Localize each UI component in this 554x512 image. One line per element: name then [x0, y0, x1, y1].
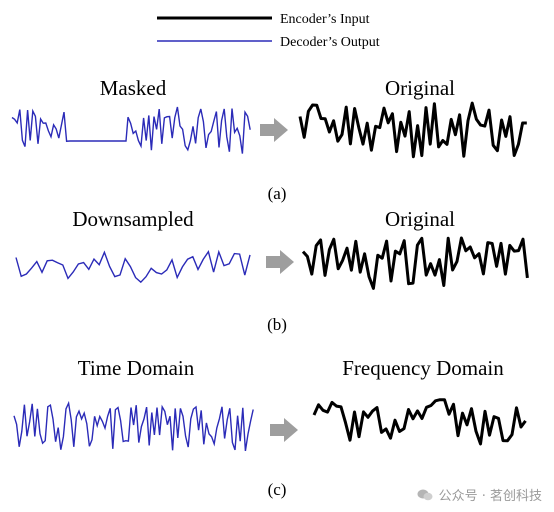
panel-c-frequency-domain-signal — [312, 398, 527, 446]
panel-b: Downsampled Original (b) — [15, 207, 529, 334]
watermark: 公众号 · 茗创科技 — [417, 485, 542, 504]
panel-a-caption: (a) — [268, 184, 287, 203]
panel-c-caption: (c) — [268, 480, 287, 499]
panel-c-time-domain-signal — [13, 400, 254, 452]
panel-a-left-title: Masked — [100, 76, 167, 100]
panel-b-caption: (b) — [267, 315, 287, 334]
panel-a-masked-signal — [11, 106, 251, 154]
legend-output-label: Decoder’s Output — [280, 35, 380, 50]
panel-c-left-title: Time Domain — [78, 356, 195, 380]
panel-b-downsampled-signal — [15, 249, 251, 284]
wechat-icon — [417, 489, 433, 501]
panel-b-right-title: Original — [385, 207, 455, 231]
panel-b-left-title: Downsampled — [72, 207, 194, 231]
legend-input-label: Encoder’s Input — [280, 12, 370, 27]
panel-a: Masked Original (a) — [11, 76, 527, 203]
panel-a-right-title: Original — [385, 76, 455, 100]
panel-b-original-signal — [301, 236, 529, 290]
panel-b-arrow — [266, 250, 294, 274]
panel-c: Time Domain Frequency Domain (c) — [13, 356, 527, 499]
panel-c-right-title: Frequency Domain — [342, 356, 504, 380]
panel-a-arrow — [260, 118, 288, 142]
legend: Encoder’s Input Decoder’s Output — [157, 12, 380, 50]
panel-c-arrow — [270, 418, 298, 442]
watermark-text: 公众号 · 茗创科技 — [438, 489, 542, 504]
panel-a-original-signal — [298, 101, 527, 159]
